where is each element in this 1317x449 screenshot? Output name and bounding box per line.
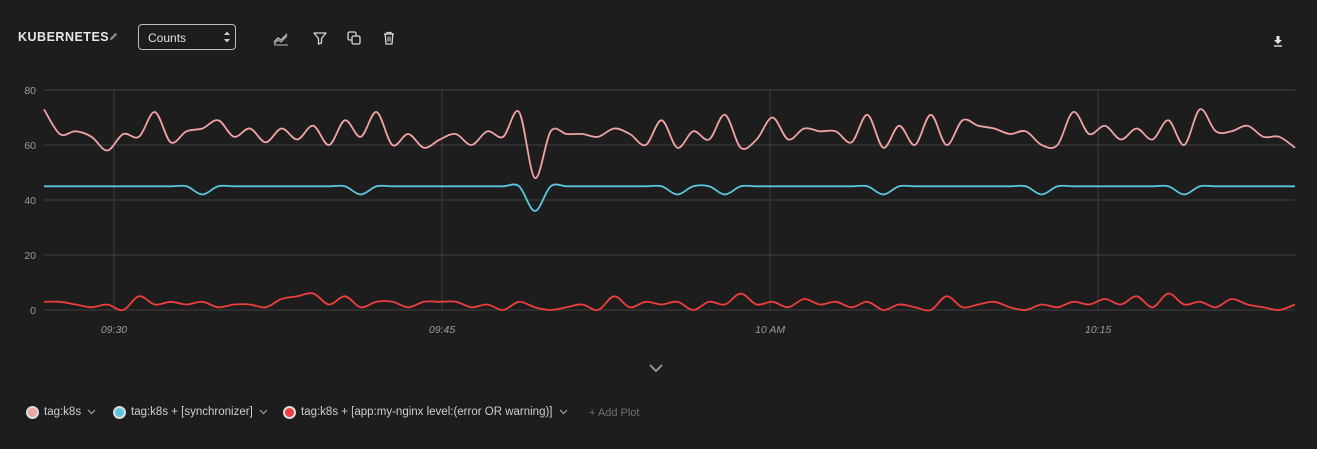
widget-header: KUBERNETES Counts	[0, 0, 1317, 76]
metric-select[interactable]: Counts	[138, 24, 236, 50]
legend-label: tag:k8s	[44, 406, 82, 418]
y-tick-label: 0	[30, 305, 36, 317]
x-tick-label: 09:30	[101, 324, 127, 336]
y-tick-label: 40	[24, 195, 36, 207]
chevron-down-icon[interactable]	[646, 360, 666, 376]
series-line-1	[43, 108, 1296, 179]
chart-type-icon[interactable]	[273, 30, 289, 46]
legend-item-nginx-errors[interactable]: tag:k8s + [app:my-nginx level:(error OR …	[283, 404, 568, 420]
widget-title: KUBERNETES	[18, 30, 110, 44]
chevron-down-icon[interactable]	[87, 409, 96, 415]
delete-icon[interactable]	[381, 30, 397, 46]
duplicate-icon[interactable]	[346, 30, 362, 46]
chevron-down-icon[interactable]	[559, 409, 568, 415]
metric-select-value: Counts	[148, 31, 187, 45]
legend: tag:k8s tag:k8s + [synchronizer] tag:k8s…	[0, 398, 1317, 428]
y-tick-label: 60	[24, 140, 36, 152]
add-plot-button[interactable]: + Add Plot	[589, 407, 640, 419]
series-line-3	[43, 292, 1296, 312]
select-caret-icon	[224, 31, 230, 43]
download-icon[interactable]	[1272, 35, 1284, 47]
legend-item-synchronizer[interactable]: tag:k8s + [synchronizer]	[113, 404, 268, 420]
x-tick-label: 10 AM	[755, 324, 785, 336]
timeseries-chart[interactable]: 0 20 40 60 80 09:30 09:45 10 AM 10:15	[0, 76, 1317, 346]
legend-color-dot	[113, 405, 126, 419]
legend-item-k8s[interactable]: tag:k8s	[26, 404, 96, 420]
x-tick-label: 09:45	[429, 324, 455, 336]
y-tick-label: 80	[24, 85, 36, 97]
chevron-down-icon[interactable]	[259, 409, 268, 415]
legend-color-dot	[283, 405, 296, 419]
legend-label: tag:k8s + [app:my-nginx level:(error OR …	[301, 406, 553, 418]
legend-color-dot	[26, 405, 39, 419]
edit-icon[interactable]	[108, 31, 119, 42]
legend-label: tag:k8s + [synchronizer]	[131, 406, 253, 418]
series-line-2	[44, 183, 1295, 212]
y-tick-label: 20	[24, 250, 36, 262]
filter-icon[interactable]	[312, 30, 328, 46]
x-tick-label: 10:15	[1085, 324, 1111, 336]
